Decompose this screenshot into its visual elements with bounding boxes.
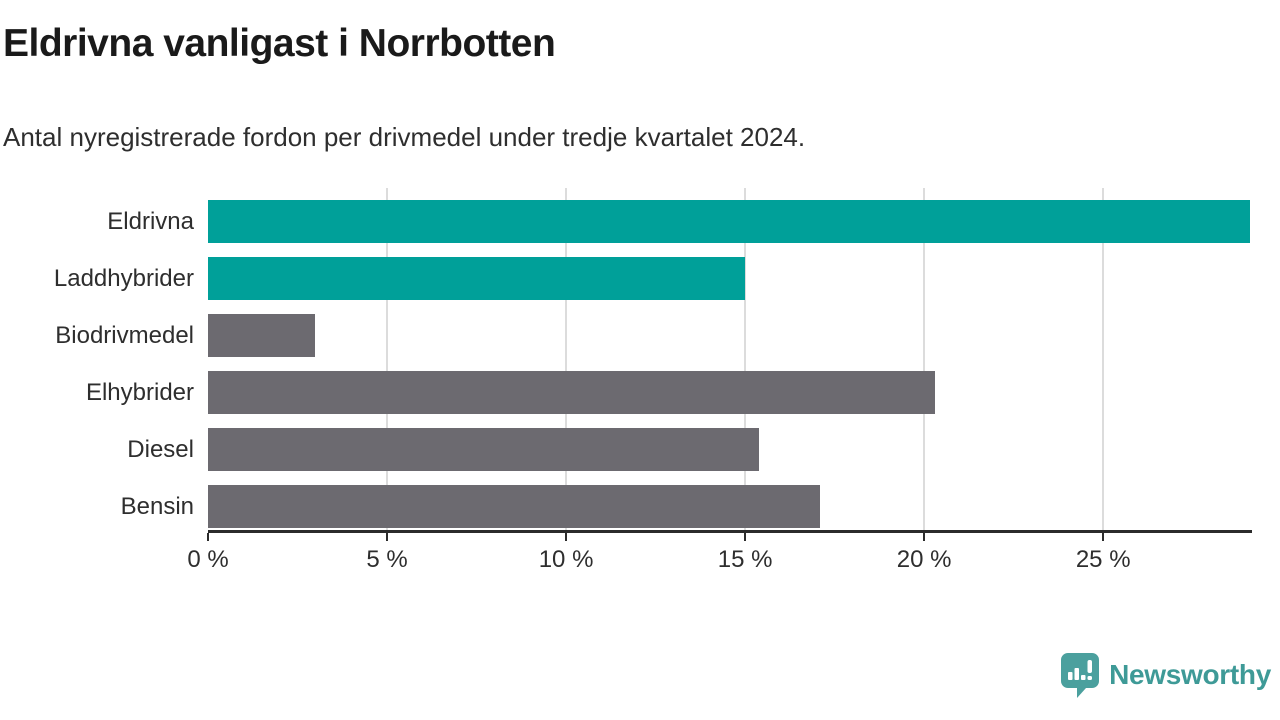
gridline-15 xyxy=(744,188,747,530)
tick-mark-15 xyxy=(744,533,747,541)
xlabel-20: 20 % xyxy=(896,546,952,573)
tick-mark-5 xyxy=(386,533,389,541)
bar-laddhybrider xyxy=(208,257,746,300)
tick-mark-0 xyxy=(207,533,209,541)
tick-mark-10 xyxy=(565,533,568,541)
ylabel-elhybrider: Elhybrider xyxy=(85,378,194,406)
xlabel-25: 25 % xyxy=(1075,546,1131,573)
chart-subtitle: Antal nyregistrerade fordon per drivmede… xyxy=(3,122,806,152)
chart-title: Eldrivna vanligast i Norrbotten xyxy=(3,22,556,65)
ylabel-eldrivna: Eldrivna xyxy=(107,207,194,235)
ylabel-biodrivmedel: Biodrivmedel xyxy=(55,321,194,349)
bar-eldrivna xyxy=(208,200,1250,243)
y-axis-category-labels: Eldrivna Laddhybrider Biodrivmedel Elhybrid… xyxy=(0,188,194,530)
bar-elhybrider xyxy=(208,371,935,414)
newsworthy-logo-link[interactable]: Newsworthy xyxy=(1060,652,1271,698)
tick-mark-25 xyxy=(1102,533,1105,541)
ylabel-laddhybrider: Laddhybrider xyxy=(53,264,194,292)
gridline-20 xyxy=(923,188,926,530)
xlabel-15: 15 % xyxy=(717,546,773,573)
bar-bensin xyxy=(208,485,821,528)
newsworthy-speech-bubble-barchart-icon xyxy=(1061,653,1100,698)
tick-mark-20 xyxy=(923,533,926,541)
gridline-25 xyxy=(1102,188,1105,530)
xlabel-10: 10 % xyxy=(538,546,594,573)
xlabel-0: 0 % xyxy=(187,546,229,573)
xlabel-5: 5 % xyxy=(366,546,408,573)
ylabel-diesel: Diesel xyxy=(127,435,194,463)
bar-diesel xyxy=(208,428,760,471)
newsworthy-logo-text: Newsworthy xyxy=(1109,659,1271,690)
plot-area: 0 % 5 % 10 % 15 % 20 % 25 % xyxy=(187,188,1252,573)
x-axis-line xyxy=(208,530,1252,533)
gridline-5 xyxy=(386,188,389,530)
bar-biodrivmedel xyxy=(208,314,316,357)
gridline-10 xyxy=(565,188,568,530)
ylabel-bensin: Bensin xyxy=(120,492,194,520)
